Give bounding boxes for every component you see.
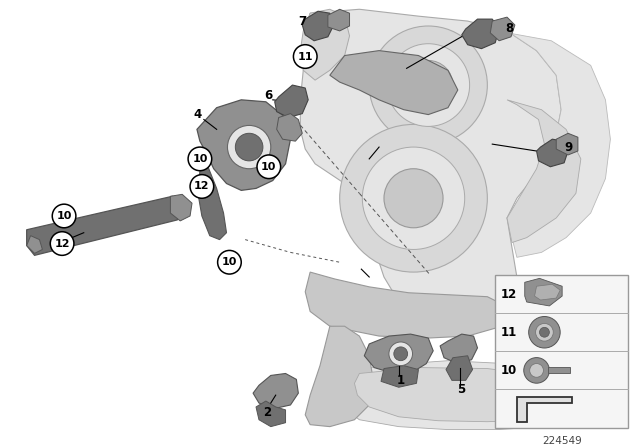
Text: 12: 12 [194, 181, 210, 191]
Text: 10: 10 [501, 364, 517, 377]
Polygon shape [300, 9, 349, 80]
Text: 2: 2 [263, 406, 271, 419]
Text: 8: 8 [505, 22, 513, 35]
Text: 9: 9 [564, 141, 572, 154]
Polygon shape [534, 284, 560, 300]
Polygon shape [302, 11, 334, 41]
Text: 10: 10 [261, 162, 276, 172]
Circle shape [524, 358, 549, 383]
Polygon shape [364, 334, 433, 374]
Polygon shape [198, 164, 227, 240]
Text: 10: 10 [192, 154, 207, 164]
Polygon shape [276, 114, 302, 141]
Polygon shape [497, 31, 611, 257]
Polygon shape [197, 100, 291, 190]
Circle shape [257, 155, 280, 179]
Circle shape [369, 26, 487, 144]
Polygon shape [305, 272, 507, 338]
Circle shape [51, 232, 74, 255]
Polygon shape [328, 9, 349, 31]
Polygon shape [275, 85, 308, 117]
Text: 4: 4 [194, 108, 202, 121]
Polygon shape [300, 9, 561, 336]
Text: 11: 11 [501, 326, 517, 339]
Text: 3: 3 [65, 239, 73, 252]
Circle shape [404, 60, 453, 110]
Circle shape [530, 363, 543, 377]
Circle shape [188, 147, 212, 171]
Circle shape [340, 125, 487, 272]
Circle shape [293, 45, 317, 69]
Circle shape [387, 44, 470, 126]
Text: 10: 10 [221, 257, 237, 267]
Polygon shape [381, 366, 419, 387]
Polygon shape [170, 194, 192, 221]
Polygon shape [27, 196, 180, 255]
Polygon shape [525, 278, 562, 306]
Polygon shape [517, 397, 572, 422]
Polygon shape [536, 139, 568, 167]
Polygon shape [440, 334, 477, 364]
Text: 6: 6 [265, 90, 273, 103]
Circle shape [362, 147, 465, 250]
Polygon shape [446, 356, 472, 380]
Polygon shape [253, 374, 298, 409]
Polygon shape [355, 367, 586, 422]
Circle shape [52, 204, 76, 228]
Text: 224549: 224549 [542, 436, 582, 446]
Polygon shape [256, 401, 285, 426]
Circle shape [384, 169, 443, 228]
Circle shape [536, 323, 554, 341]
Circle shape [236, 134, 263, 161]
Polygon shape [461, 19, 499, 49]
Text: 11: 11 [298, 52, 313, 61]
Text: 7: 7 [298, 15, 307, 28]
Text: 12: 12 [501, 288, 517, 301]
Circle shape [394, 347, 408, 361]
Polygon shape [507, 100, 581, 242]
Circle shape [529, 316, 560, 348]
Circle shape [540, 327, 549, 337]
Circle shape [190, 175, 214, 198]
Text: 1: 1 [397, 374, 404, 387]
Text: 10: 10 [56, 211, 72, 221]
Circle shape [227, 125, 271, 169]
Polygon shape [330, 51, 458, 115]
Bar [495, 275, 628, 427]
Text: 12: 12 [54, 238, 70, 249]
Polygon shape [27, 236, 42, 254]
Polygon shape [305, 326, 374, 426]
Polygon shape [335, 361, 615, 430]
Circle shape [389, 342, 413, 366]
Circle shape [218, 250, 241, 274]
Text: 5: 5 [456, 383, 465, 396]
Polygon shape [490, 17, 515, 41]
Polygon shape [556, 134, 578, 155]
Bar [548, 367, 570, 373]
